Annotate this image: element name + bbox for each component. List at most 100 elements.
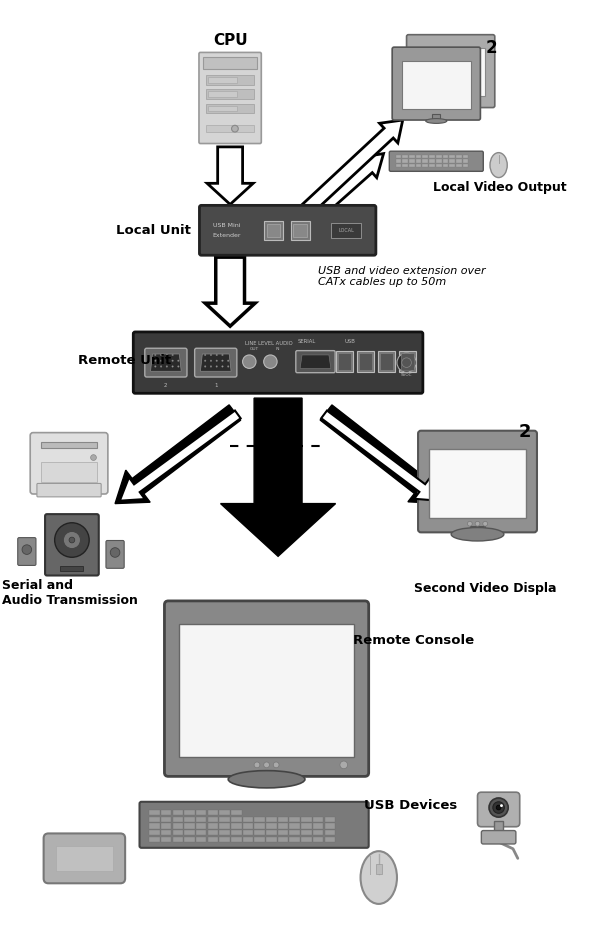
Bar: [429, 155, 435, 158]
Bar: [208, 77, 237, 83]
Bar: [436, 155, 442, 158]
Bar: [184, 810, 195, 815]
Bar: [395, 164, 401, 167]
Circle shape: [489, 798, 508, 817]
Ellipse shape: [228, 771, 305, 788]
Circle shape: [166, 360, 168, 361]
Bar: [313, 830, 323, 836]
Bar: [231, 810, 242, 815]
Bar: [231, 823, 242, 829]
Polygon shape: [221, 398, 336, 556]
Circle shape: [155, 366, 156, 367]
Bar: [196, 830, 207, 836]
Bar: [436, 164, 442, 167]
Circle shape: [172, 354, 173, 356]
Bar: [301, 817, 312, 821]
Bar: [463, 155, 468, 158]
Text: USB Devices: USB Devices: [364, 799, 458, 812]
Circle shape: [475, 521, 480, 526]
Bar: [149, 823, 160, 829]
Bar: [257, 771, 276, 784]
FancyBboxPatch shape: [140, 802, 369, 848]
Bar: [161, 837, 171, 842]
FancyBboxPatch shape: [195, 348, 237, 377]
Circle shape: [178, 366, 179, 367]
Text: 2: 2: [164, 383, 168, 388]
FancyBboxPatch shape: [145, 348, 187, 377]
Bar: [231, 830, 242, 836]
Polygon shape: [321, 410, 439, 501]
Circle shape: [221, 366, 223, 367]
Circle shape: [172, 360, 173, 361]
Text: 2: 2: [485, 40, 497, 57]
Bar: [208, 810, 218, 815]
Bar: [429, 164, 435, 167]
Text: USB: USB: [345, 340, 355, 344]
Bar: [379, 353, 393, 371]
Text: Remote Unit: Remote Unit: [78, 354, 171, 367]
Circle shape: [210, 360, 212, 361]
Bar: [208, 830, 218, 836]
Bar: [149, 810, 160, 815]
Bar: [206, 104, 254, 113]
Bar: [172, 837, 183, 842]
Ellipse shape: [440, 106, 461, 111]
Circle shape: [397, 353, 416, 373]
Ellipse shape: [490, 152, 507, 178]
Text: Serial and
Audio Transmission: Serial and Audio Transmission: [2, 579, 138, 607]
Bar: [443, 164, 448, 167]
Bar: [402, 155, 408, 158]
Bar: [416, 48, 485, 96]
Bar: [196, 837, 207, 842]
Bar: [463, 164, 468, 167]
Bar: [219, 837, 230, 842]
Text: SVOC: SVOC: [401, 373, 412, 377]
FancyBboxPatch shape: [296, 351, 335, 373]
Circle shape: [496, 805, 501, 810]
Bar: [149, 837, 160, 842]
Bar: [266, 823, 276, 829]
Bar: [179, 624, 354, 758]
Bar: [456, 155, 462, 158]
Circle shape: [204, 354, 206, 356]
Circle shape: [216, 354, 217, 356]
Bar: [456, 159, 462, 163]
Bar: [231, 817, 242, 821]
Bar: [429, 449, 526, 518]
Bar: [449, 164, 455, 167]
Bar: [184, 823, 195, 829]
Bar: [184, 830, 195, 836]
Bar: [422, 155, 428, 158]
Bar: [172, 823, 183, 829]
Circle shape: [160, 366, 162, 367]
Text: OUT: OUT: [250, 347, 259, 351]
Text: USB and video extension over
CATx cables up to 50m: USB and video extension over CATx cables…: [318, 265, 486, 287]
Bar: [402, 60, 471, 108]
Bar: [416, 159, 422, 163]
Text: Second Video Displa: Second Video Displa: [414, 582, 556, 596]
Bar: [359, 353, 372, 371]
Bar: [399, 351, 416, 373]
Polygon shape: [300, 120, 403, 216]
Bar: [463, 159, 468, 163]
Bar: [470, 526, 485, 535]
Bar: [219, 810, 230, 815]
FancyBboxPatch shape: [199, 53, 261, 144]
Bar: [301, 823, 312, 829]
Circle shape: [263, 355, 277, 368]
Polygon shape: [201, 354, 231, 372]
FancyBboxPatch shape: [418, 431, 537, 533]
FancyBboxPatch shape: [133, 332, 423, 393]
Circle shape: [500, 805, 503, 807]
Ellipse shape: [361, 852, 397, 904]
Bar: [206, 125, 254, 133]
Circle shape: [227, 360, 229, 361]
Bar: [266, 224, 280, 237]
Circle shape: [178, 360, 179, 361]
Bar: [266, 837, 276, 842]
Bar: [255, 823, 265, 829]
Bar: [416, 164, 422, 167]
FancyBboxPatch shape: [44, 834, 125, 884]
Bar: [401, 353, 414, 371]
Ellipse shape: [426, 119, 447, 123]
